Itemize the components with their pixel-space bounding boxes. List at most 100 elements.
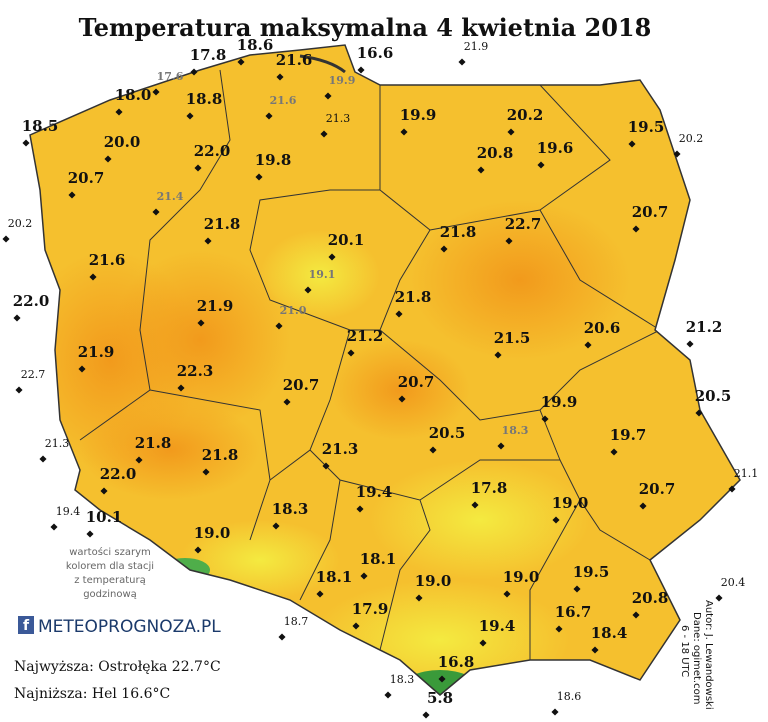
station-marker bbox=[304, 286, 312, 294]
station-value: 20.7 bbox=[639, 480, 676, 498]
station-marker bbox=[541, 415, 549, 423]
station-value-small: 20.2 bbox=[8, 217, 33, 230]
station-value: 18.0 bbox=[115, 86, 152, 104]
station-marker bbox=[276, 73, 284, 81]
station-value: 19.9 bbox=[400, 106, 437, 124]
station-marker bbox=[324, 92, 332, 100]
station-value-hourly: 21.0 bbox=[280, 304, 307, 317]
station-value: 21.8 bbox=[440, 223, 477, 241]
station-marker bbox=[177, 384, 185, 392]
station-value-small: 18.3 bbox=[390, 673, 415, 686]
station-value: 5.8 bbox=[427, 689, 453, 707]
station-marker bbox=[197, 319, 205, 327]
station-marker bbox=[494, 351, 502, 359]
station-marker bbox=[632, 225, 640, 233]
station-value: 19.0 bbox=[552, 494, 589, 512]
station-marker bbox=[194, 164, 202, 172]
station-value: 20.6 bbox=[584, 319, 621, 337]
svg-text:f: f bbox=[23, 618, 30, 634]
station-value: 18.8 bbox=[186, 90, 223, 108]
station-marker bbox=[360, 572, 368, 580]
station-marker bbox=[628, 140, 636, 148]
station-marker bbox=[152, 208, 160, 216]
station-marker bbox=[471, 501, 479, 509]
note-line: z temperaturą bbox=[74, 575, 145, 586]
station-value-small: 18.6 bbox=[557, 690, 582, 703]
station-value: 21.8 bbox=[202, 446, 239, 464]
station-value: 16.8 bbox=[438, 653, 475, 671]
station-marker bbox=[204, 237, 212, 245]
station-marker bbox=[255, 173, 263, 181]
station-value: 21.8 bbox=[135, 434, 172, 452]
station-marker bbox=[22, 139, 30, 147]
station-marker bbox=[15, 386, 23, 394]
station-value: 21.2 bbox=[686, 318, 723, 336]
station-value: 21.9 bbox=[197, 297, 234, 315]
station-value: 21.6 bbox=[276, 51, 313, 69]
station-marker bbox=[328, 253, 336, 261]
station-marker bbox=[202, 468, 210, 476]
station-value: 18.1 bbox=[360, 550, 397, 568]
station-value: 20.8 bbox=[632, 589, 669, 607]
station-marker bbox=[194, 546, 202, 554]
max-extreme: Najwyższa: Ostrołęka 22.7°C bbox=[14, 659, 221, 675]
station-marker bbox=[68, 191, 76, 199]
station-value: 20.0 bbox=[104, 133, 141, 151]
note-line: kolorem dla stacji bbox=[66, 561, 154, 572]
station-value: 22.0 bbox=[100, 465, 137, 483]
station-marker bbox=[347, 349, 355, 357]
station-value: 16.6 bbox=[357, 44, 394, 62]
station-marker bbox=[190, 68, 198, 76]
station-value: 21.8 bbox=[204, 215, 241, 233]
station-marker bbox=[440, 245, 448, 253]
station-marker bbox=[272, 522, 280, 530]
station-marker bbox=[357, 66, 365, 74]
station-value: 22.3 bbox=[177, 362, 214, 380]
station-value: 20.7 bbox=[68, 169, 105, 187]
station-marker bbox=[458, 58, 466, 66]
station-value-small: 21.1 bbox=[734, 467, 759, 480]
station-marker bbox=[497, 442, 505, 450]
station-labels: 17.818.621.6 16.618.0 18.818.520.0 22.020.7… bbox=[2, 36, 758, 719]
map-title: Temperatura maksymalna 4 kwietnia 2018 bbox=[79, 13, 652, 42]
station-marker bbox=[429, 446, 437, 454]
station-value: 22.0 bbox=[13, 292, 50, 310]
station-value: 19.4 bbox=[479, 617, 516, 635]
station-value-small: 19.4 bbox=[56, 505, 81, 518]
station-marker bbox=[415, 594, 423, 602]
station-value: 19.0 bbox=[194, 524, 231, 542]
station-marker bbox=[265, 112, 273, 120]
station-value: 20.7 bbox=[632, 203, 669, 221]
station-value-small: 21.3 bbox=[326, 112, 351, 125]
station-value: 21.6 bbox=[89, 251, 126, 269]
station-value: 19.8 bbox=[255, 151, 292, 169]
station-value-small: 21.9 bbox=[464, 40, 489, 53]
station-value: 21.5 bbox=[494, 329, 531, 347]
station-value: 19.5 bbox=[628, 118, 665, 136]
station-marker bbox=[152, 88, 160, 96]
station-marker bbox=[89, 273, 97, 281]
credit-author: Autor: J. Lewandowski bbox=[703, 600, 714, 710]
station-marker bbox=[275, 322, 283, 330]
station-marker bbox=[104, 155, 112, 163]
station-value-hourly: 21.4 bbox=[157, 190, 184, 203]
station-value: 18.6 bbox=[237, 36, 274, 54]
station-value: 20.8 bbox=[477, 144, 514, 162]
station-value: 19.5 bbox=[573, 563, 610, 581]
station-value: 20.5 bbox=[429, 424, 466, 442]
station-marker bbox=[673, 150, 681, 158]
station-marker bbox=[477, 166, 485, 174]
note-line: wartości szarym bbox=[69, 546, 150, 558]
legend-note: wartości szarym kolorem dla stacji z tempe… bbox=[66, 546, 154, 600]
station-marker bbox=[591, 646, 599, 654]
station-marker bbox=[2, 235, 10, 243]
station-value: 19.9 bbox=[541, 393, 578, 411]
station-marker bbox=[686, 340, 694, 348]
station-value: 20.7 bbox=[398, 373, 435, 391]
station-value-small: 18.7 bbox=[284, 615, 309, 628]
station-marker bbox=[278, 633, 286, 641]
station-value: 22.7 bbox=[505, 215, 542, 233]
station-marker bbox=[632, 611, 640, 619]
station-value: 19.6 bbox=[537, 139, 574, 157]
station-marker bbox=[551, 708, 559, 716]
